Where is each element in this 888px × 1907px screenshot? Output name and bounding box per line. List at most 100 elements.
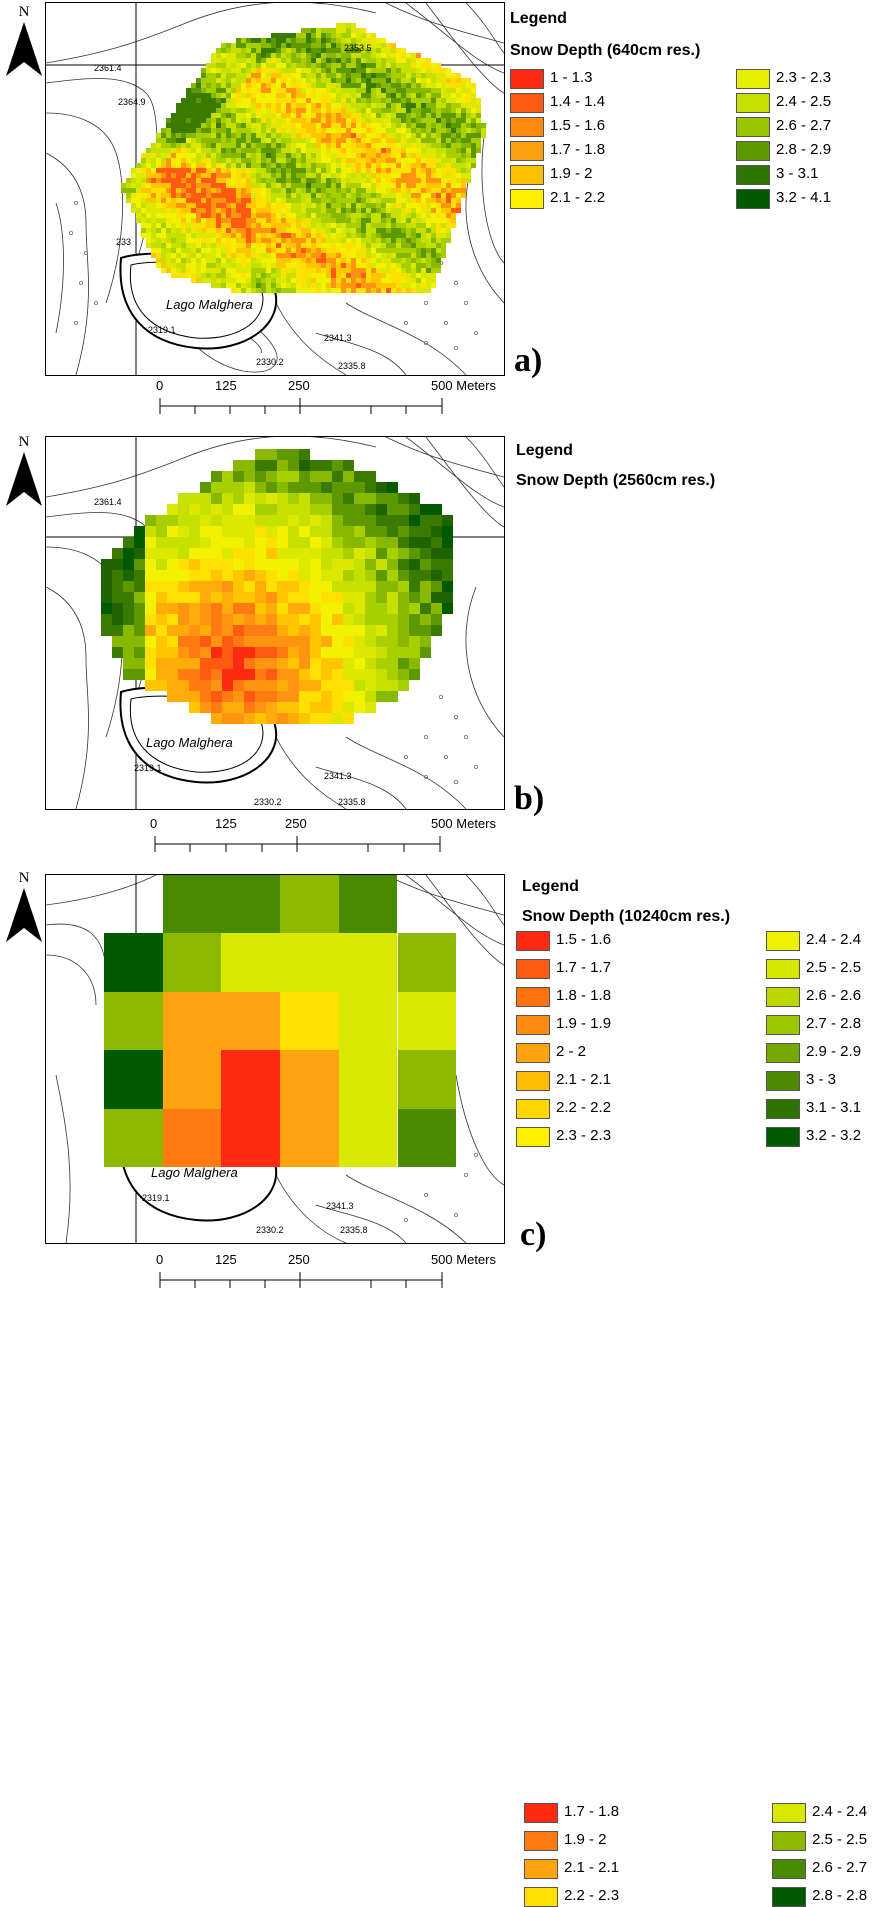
raster-cell <box>401 138 406 143</box>
raster-cell <box>396 243 401 248</box>
raster-cell <box>251 108 256 113</box>
raster-cell <box>351 268 356 273</box>
raster-cell <box>446 128 451 133</box>
raster-cell <box>288 603 299 614</box>
raster-cell <box>386 88 391 93</box>
raster-cell <box>251 213 256 218</box>
raster-cell <box>299 691 310 702</box>
raster-cell <box>241 258 246 263</box>
raster-cell <box>189 493 200 504</box>
raster-cell <box>366 88 371 93</box>
raster-cell <box>241 118 246 123</box>
raster-cell <box>351 218 356 223</box>
raster-cell <box>261 233 266 238</box>
raster-cell <box>336 93 341 98</box>
raster-cell <box>461 133 466 138</box>
raster-cell <box>226 178 231 183</box>
raster-cell <box>356 188 361 193</box>
raster-cell <box>326 148 331 153</box>
spot-height: 2335.8 <box>340 1225 368 1235</box>
raster-cell <box>416 248 421 253</box>
raster-cell <box>201 263 206 268</box>
raster-cell <box>311 228 316 233</box>
raster-cell <box>233 614 244 625</box>
raster-cell <box>446 158 451 163</box>
raster-cell <box>266 203 271 208</box>
raster-cell <box>336 213 341 218</box>
raster-cell <box>391 93 396 98</box>
raster-cell <box>341 158 346 163</box>
raster-cell <box>406 63 411 68</box>
raster-cell <box>397 1108 457 1167</box>
raster-cell <box>206 213 211 218</box>
raster-cell <box>286 48 291 53</box>
raster-cell <box>222 669 233 680</box>
raster-cell <box>286 73 291 78</box>
raster-cell <box>387 482 398 493</box>
raster-cell <box>261 178 266 183</box>
raster-cell <box>336 173 341 178</box>
raster-cell <box>346 73 351 78</box>
raster-cell <box>291 243 296 248</box>
raster-cell <box>146 228 151 233</box>
raster-cell <box>299 482 310 493</box>
raster-cell <box>306 68 311 73</box>
raster-cell <box>236 153 241 158</box>
raster-cell <box>341 253 346 258</box>
raster-cell <box>406 93 411 98</box>
raster-cell <box>311 103 316 108</box>
raster-cell <box>206 258 211 263</box>
raster-cell <box>196 153 201 158</box>
raster-cell <box>446 213 451 218</box>
raster-cell <box>266 78 271 83</box>
raster-cell <box>421 218 426 223</box>
raster-cell <box>316 273 321 278</box>
raster-cell <box>343 570 354 581</box>
raster-cell <box>256 168 261 173</box>
raster-cell <box>280 875 339 934</box>
raster-cell <box>411 148 416 153</box>
raster-cell <box>466 163 471 168</box>
raster-cell <box>311 128 316 133</box>
raster-cell <box>406 268 411 273</box>
raster-cell <box>201 98 206 103</box>
scale-tick-label: 250 <box>288 1252 310 1267</box>
raster-cell <box>406 198 411 203</box>
raster-cell <box>211 702 222 713</box>
raster-cell <box>420 581 431 592</box>
legend-label: 2.5 - 2.5 <box>806 959 862 976</box>
map-frame-c: Lago Malghera 2319.1 2341.3 2330.2 2335.… <box>45 874 505 1244</box>
raster-cell <box>316 63 321 68</box>
raster-cell <box>296 203 301 208</box>
raster-cell <box>256 193 261 198</box>
raster-cell <box>281 118 286 123</box>
raster-cell <box>416 188 421 193</box>
raster-cell <box>211 559 222 570</box>
raster-cell <box>401 108 406 113</box>
raster-cell <box>416 108 421 113</box>
raster-cell <box>310 537 321 548</box>
raster-cell <box>145 658 156 669</box>
raster-cell <box>221 48 226 53</box>
legend-label: 1.4 - 1.4 <box>550 93 606 110</box>
raster-cell <box>376 113 381 118</box>
raster-cell <box>241 213 246 218</box>
raster-cell <box>221 248 226 253</box>
raster-cell <box>426 98 431 103</box>
raster-cell <box>416 263 421 268</box>
raster-cell <box>421 203 426 208</box>
raster-cell <box>136 188 141 193</box>
raster-cell <box>321 658 332 669</box>
raster-cell <box>386 288 391 293</box>
raster-cell <box>226 218 231 223</box>
raster-cell <box>288 702 299 713</box>
raster-cell <box>206 178 211 183</box>
raster-cell <box>296 88 301 93</box>
raster-cell <box>251 48 256 53</box>
raster-cell <box>331 198 336 203</box>
raster-cell <box>466 158 471 163</box>
raster-cell <box>386 133 391 138</box>
raster-cell <box>356 98 361 103</box>
raster-cell <box>176 268 181 273</box>
raster-cell <box>186 88 191 93</box>
